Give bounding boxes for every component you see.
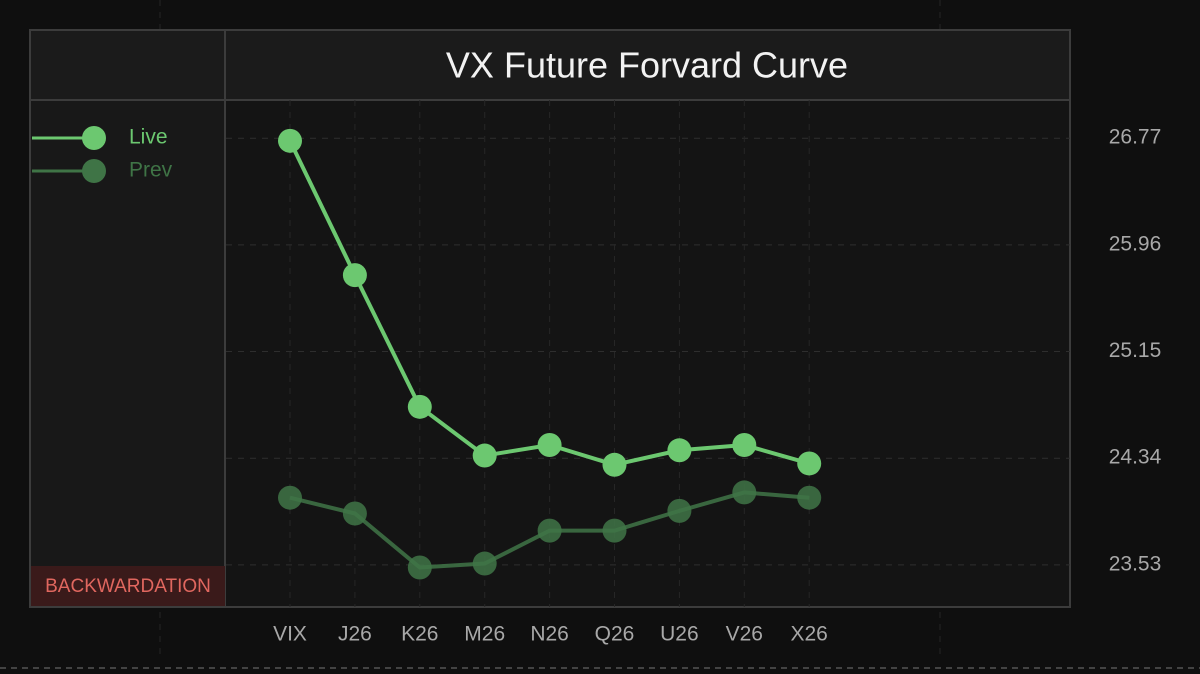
data-point [602,518,627,543]
legend-marker [82,126,106,150]
data-point [342,263,367,288]
x-tick-label: V26 [726,623,763,646]
x-tick-label: U26 [660,623,699,646]
legend-marker [82,159,106,183]
plot: 23.53 24.34 25.15 25.96 26.77 VIX J26 K26 M26 N26… [32,100,1162,646]
data-point [667,438,692,463]
x-tick-label: VIX [273,623,307,646]
data-point [342,501,367,526]
data-point [537,518,562,543]
data-point [797,485,822,510]
legend-panel [31,101,225,606]
x-tick-label: N26 [530,623,569,646]
data-point [472,551,497,576]
chart-title: VX Future Forvard Curve [446,45,848,86]
data-point [407,555,432,580]
corner-cell [31,31,225,100]
y-tick-label: 25.96 [1109,232,1162,255]
y-tick-label: 24.34 [1109,446,1162,469]
annotation-box [31,566,225,606]
annotation: BACKWARDATION [45,576,211,597]
x-tick-label: X26 [791,623,828,646]
y-tick-label: 25.15 [1109,339,1162,362]
legend-label: Prev [129,159,173,182]
data-point [667,498,692,523]
data-point [537,433,562,458]
data-point [278,485,302,510]
data-point [797,451,822,476]
x-tick-label: K26 [401,623,438,646]
data-point [732,480,757,505]
data-point [407,394,432,419]
y-tick-label: 23.53 [1109,552,1162,575]
title-bar [226,31,1069,100]
data-point [602,452,627,477]
x-tick-label: Q26 [595,623,635,646]
legend-label: Live [129,126,168,149]
data-point [278,128,302,153]
x-tick-label: M26 [464,623,505,646]
data-point [732,433,757,458]
data-point [472,443,497,468]
y-tick-label: 26.77 [1109,126,1162,149]
x-tick-label: J26 [338,623,372,646]
